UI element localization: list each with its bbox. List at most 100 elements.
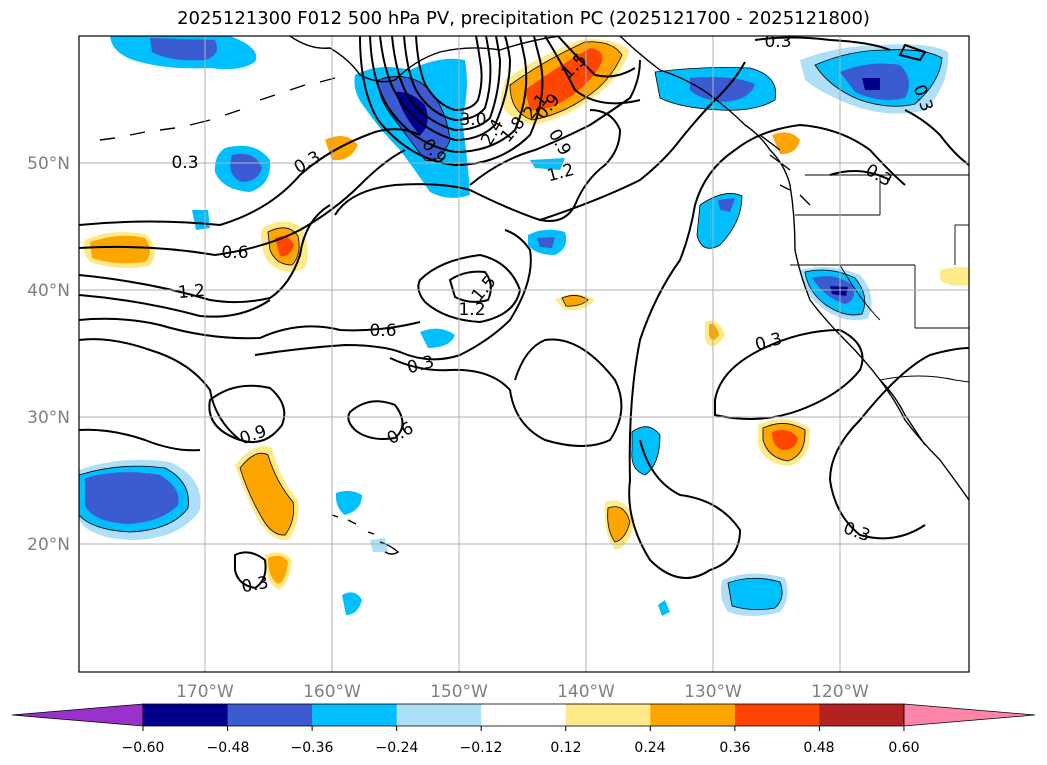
colorbar-segment — [312, 704, 398, 726]
precip-region — [537, 237, 555, 248]
precip-outline — [561, 295, 589, 307]
precip-region — [830, 286, 848, 296]
pv-contour-line — [369, 36, 528, 154]
colorbar-segment — [819, 704, 905, 726]
colorbar-tick-label: −0.24 — [376, 740, 419, 756]
pv-contour-line — [829, 170, 891, 181]
precip-outline — [631, 426, 661, 476]
colorbar-tick-label: 0.12 — [550, 740, 581, 756]
lon-label: 160°W — [303, 682, 361, 702]
coastlines — [99, 36, 969, 555]
colorbar-tick-label: 0.24 — [634, 740, 665, 756]
colorbar-tick-label: 0.48 — [803, 740, 834, 756]
precip-region — [342, 592, 362, 615]
mexico-border — [879, 375, 969, 383]
precip-region — [85, 472, 179, 524]
contour-label: 0.6 — [221, 243, 248, 263]
aleutian-islands — [99, 77, 336, 141]
contour-label: 0.3 — [240, 573, 270, 597]
pv-contour-line — [79, 294, 271, 318]
pv-contour-line — [829, 347, 969, 481]
pv-contour-line — [469, 59, 641, 186]
pv-contour-line — [714, 328, 864, 420]
precip-outline — [654, 67, 777, 111]
pv-contour-line — [208, 384, 286, 444]
pv-contour-line — [829, 479, 926, 540]
colorbar-tick-label: 0.60 — [888, 740, 919, 756]
contour-label: 1.2 — [458, 300, 485, 320]
precip-region — [150, 38, 218, 61]
pv-contour-line — [448, 270, 492, 303]
precip-outline — [696, 193, 743, 249]
pv-contour-line — [79, 338, 241, 441]
lon-label: 130°W — [684, 682, 742, 702]
precip-region — [940, 266, 969, 286]
lon-label: 150°W — [430, 682, 488, 702]
pv-contour-line — [403, 36, 492, 122]
precip-outline — [814, 49, 943, 107]
north-america-coast — [619, 36, 969, 501]
pv-contour-line — [754, 36, 891, 51]
precip-region — [562, 295, 588, 307]
hawaii-islands — [331, 514, 400, 555]
longitude-axis: 170°W 160°W 150°W 140°W 130°W 120°W — [176, 682, 869, 702]
precip-outline — [239, 452, 295, 536]
precip-region — [718, 198, 735, 212]
colorbar-segment — [396, 704, 482, 726]
pv-contour-line — [79, 204, 331, 304]
precip-region — [268, 555, 288, 584]
lat-label: 50°N — [27, 154, 70, 174]
pv-contour-line — [898, 43, 927, 62]
pv-contour-line — [379, 36, 512, 142]
precip-outline — [727, 577, 783, 610]
precip-outline — [377, 76, 451, 162]
precip-outlines — [79, 41, 943, 610]
precip-region — [709, 323, 719, 340]
precip-region — [230, 153, 262, 182]
lat-label: 30°N — [27, 408, 70, 428]
colorbar-tick-label: −0.12 — [460, 740, 503, 756]
precip-region — [862, 78, 880, 90]
pv-contour-line — [234, 551, 267, 590]
pv-contour-line — [389, 338, 623, 447]
lon-label: 120°W — [811, 682, 869, 702]
map-frame — [78, 35, 970, 673]
lon-label: 170°W — [176, 682, 234, 702]
lat-label: 20°N — [27, 535, 70, 555]
contour-label: 1.2 — [177, 281, 206, 303]
pv-contour-line — [359, 36, 544, 167]
contour-label: 3.0 — [459, 110, 486, 130]
alaska-coast — [289, 36, 561, 83]
colorbar-tick-label: −0.60 — [122, 740, 165, 756]
gridlines — [79, 36, 969, 672]
pv-contour-line — [79, 317, 421, 340]
pv-contour-line — [79, 128, 421, 227]
pv-contour-line — [557, 36, 636, 78]
figure-title: 2025121300 F012 500 hPa PV, precipitatio… — [177, 8, 870, 29]
colorbar-segment — [650, 704, 736, 726]
pv-contour-line — [539, 61, 746, 221]
colorbar-segment — [143, 704, 229, 726]
colorbar-tick-label: 0.36 — [719, 740, 750, 756]
precip-region — [728, 578, 783, 610]
colorbar-ticks: −0.60 −0.48 −0.36 −0.24 −0.12 0.12 0.24 … — [122, 740, 920, 756]
pv-contour-line — [391, 36, 502, 132]
precip-outline — [607, 506, 631, 543]
precip-region — [607, 506, 630, 542]
precip-region — [90, 235, 150, 264]
colorbar-segment — [565, 704, 651, 726]
colorbar-segment — [481, 704, 567, 726]
lat-label: 40°N — [27, 281, 70, 301]
pv-contour-line — [544, 36, 641, 105]
precip-region — [690, 76, 755, 102]
pv-contour-line — [334, 109, 622, 222]
pv-contour-line — [347, 400, 404, 440]
state-border — [839, 264, 881, 321]
pv-contour-line — [904, 109, 969, 166]
precip-outline — [762, 423, 806, 462]
pv-contour-line — [254, 229, 532, 361]
colorbar-extend-low — [11, 703, 144, 727]
colorbar: −0.60 −0.48 −0.36 −0.24 −0.12 0.12 0.24 … — [11, 703, 1036, 756]
pv-contour-line — [79, 428, 201, 452]
